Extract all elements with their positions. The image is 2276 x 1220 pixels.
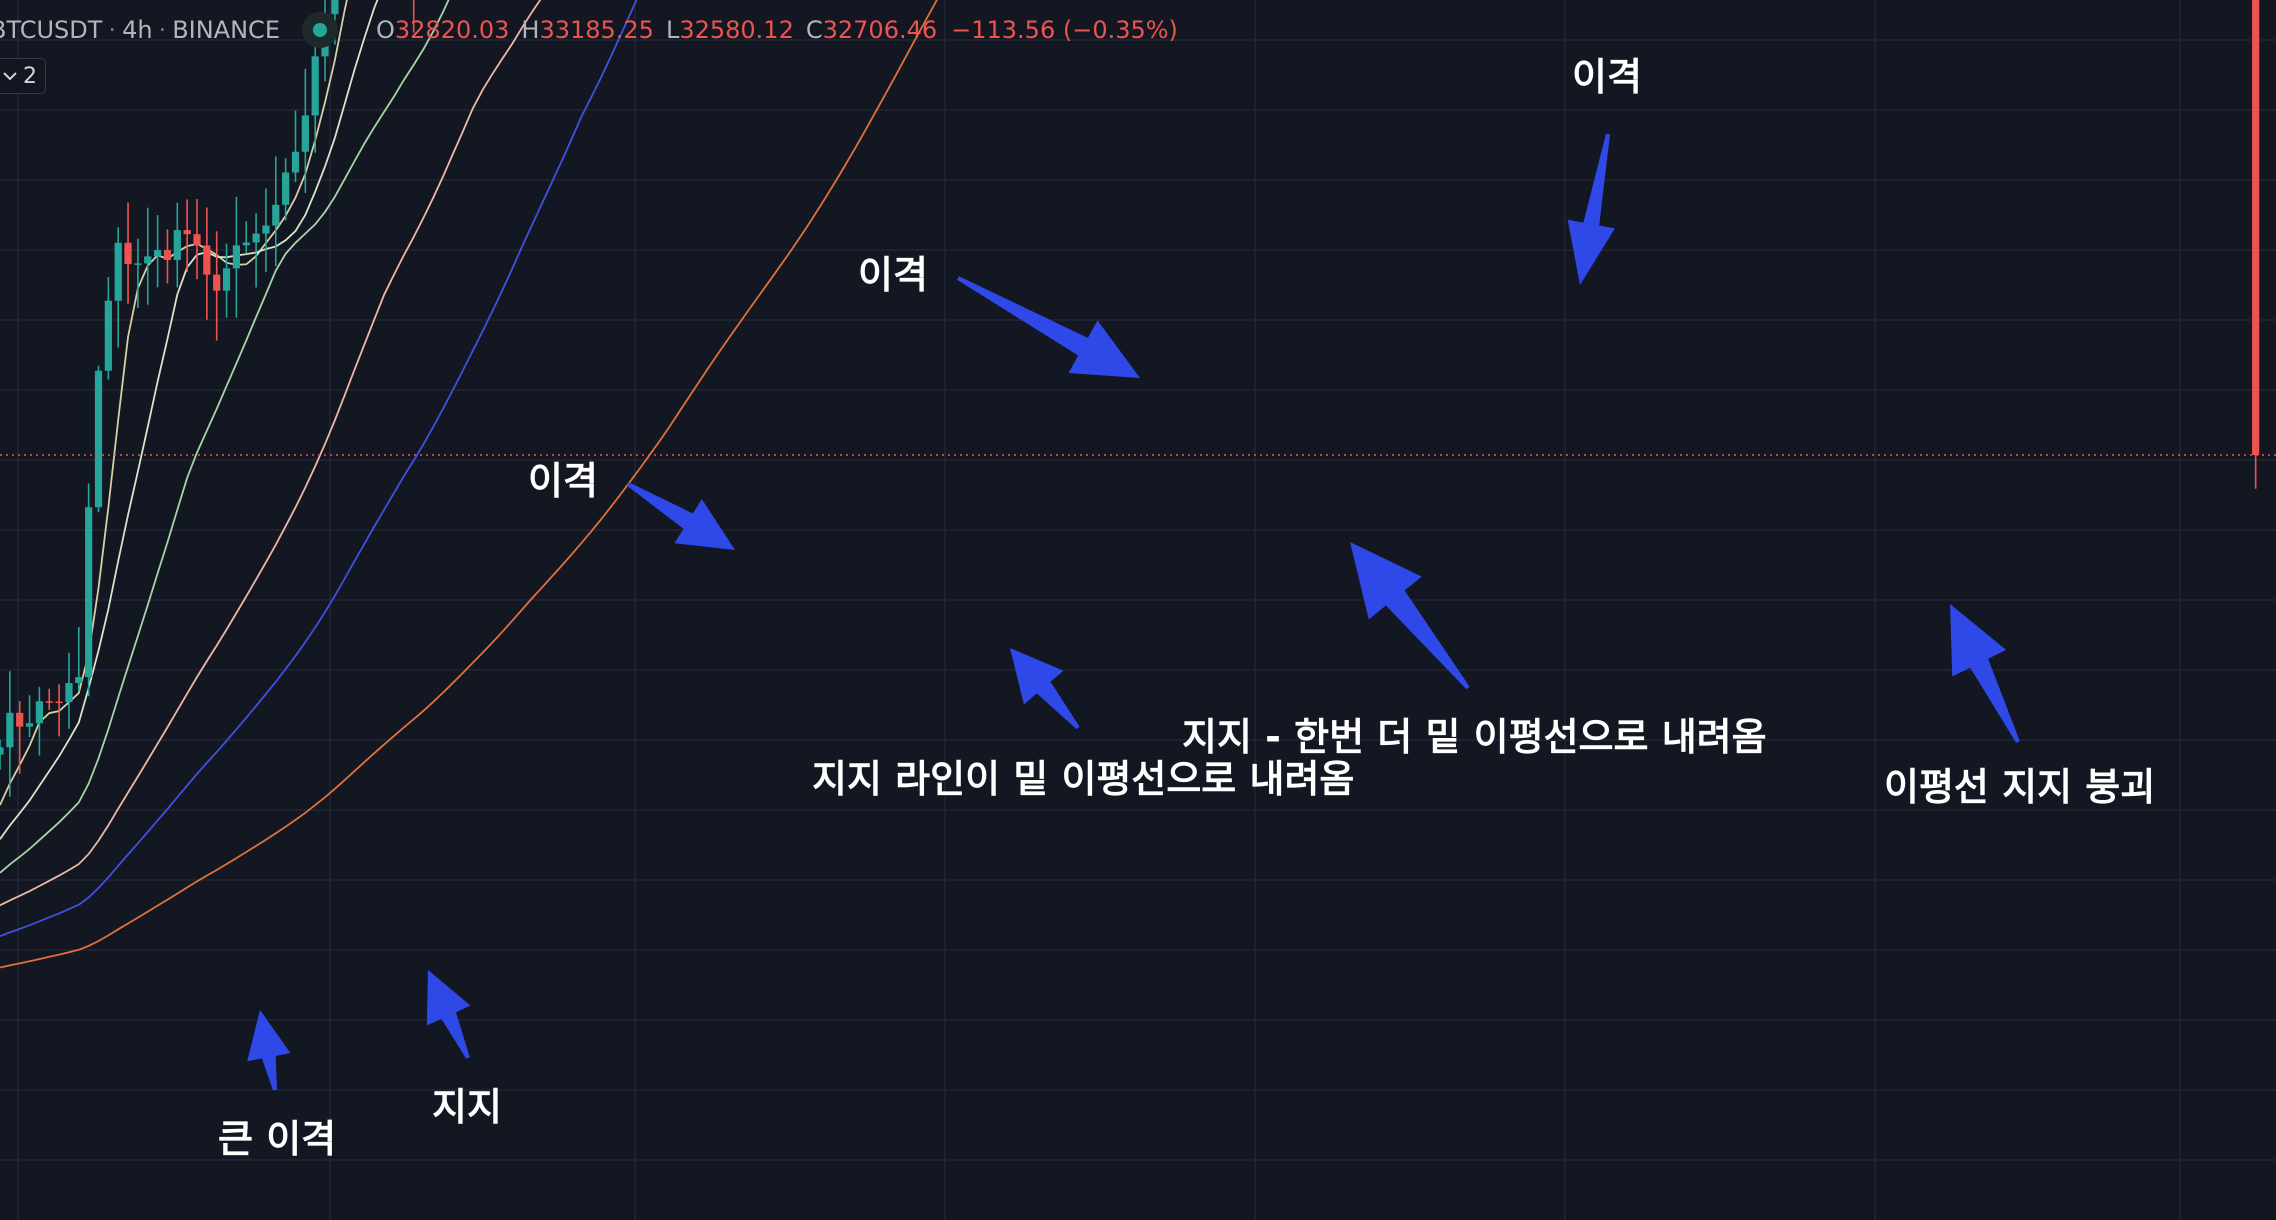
arrow-gap-middle: [957, 276, 1140, 378]
candle-body: [193, 234, 201, 246]
ma-20-line: [0, 0, 450, 874]
close-key: C: [805, 16, 823, 44]
arrow-gap-left: [627, 482, 735, 550]
candle-body: [16, 712, 24, 727]
candle-body: [35, 701, 43, 724]
change-value: −113.56 (−0.35%): [951, 16, 1178, 44]
arrow-ma-support-break: [1950, 604, 2020, 743]
candle-body: [213, 274, 221, 291]
candle-body: [154, 250, 162, 257]
candle-body: [45, 701, 53, 703]
open-key: O: [375, 16, 395, 44]
candle-body: [65, 683, 73, 703]
high-key: H: [521, 16, 540, 44]
arrow-gap-top: [1567, 133, 1615, 285]
candle-body: [232, 245, 240, 269]
legend-separator: ·: [158, 16, 167, 44]
market-status-indicator[interactable]: [301, 12, 338, 48]
annotation-arrows: [247, 133, 2020, 1091]
candle-body: [144, 256, 152, 264]
annotation-support-lower-again: 지지 - 한번 더 밑 이평선으로 내려옴: [1182, 715, 1767, 759]
candle-body: [301, 115, 309, 152]
candle-body: [104, 300, 112, 371]
candle-body: [291, 151, 300, 173]
candle-body: [252, 233, 260, 243]
candle-body: [331, 0, 339, 15]
annotation-gap-left: 이격: [528, 459, 598, 503]
annotation-support: 지지: [432, 1085, 502, 1129]
candle-body: [85, 507, 93, 678]
ma-60-line: [0, 0, 638, 938]
candle-body: [2252, 0, 2260, 455]
candle-body: [173, 230, 181, 260]
chevron-down-icon: [3, 72, 17, 81]
symbol-legend: BTCUSDT · 4h · BINANCE O 32820.03 H 33185.…: [0, 12, 1178, 48]
candle-body: [124, 242, 132, 265]
low-key: L: [665, 16, 680, 44]
candle-body: [75, 677, 83, 684]
open-value: 32820.03: [394, 16, 510, 44]
candle-body: [94, 370, 103, 508]
candle-body: [55, 701, 63, 704]
annotation-gap-middle: 이격: [858, 253, 928, 297]
ma-10-line: [0, 0, 379, 840]
ma-40-line: [0, 0, 542, 907]
candle-body: [282, 172, 290, 205]
candle-body: [134, 263, 142, 265]
annotation-gap-top: 이격: [1572, 55, 1642, 99]
candle-body: [222, 268, 231, 291]
candle-body: [6, 712, 14, 748]
candlestick-series: [0, 0, 2260, 797]
exchange-label: BINANCE: [172, 16, 280, 44]
candle-body: [25, 723, 34, 727]
annotation-big-gap: 큰 이격: [218, 1117, 337, 1161]
ma-120-line: [0, 0, 938, 969]
candle-body: [163, 250, 172, 260]
status-dot-icon: [312, 23, 327, 37]
candle-body: [114, 242, 122, 301]
interval-label[interactable]: 4h: [122, 16, 153, 44]
low-value: 32580.12: [679, 16, 794, 44]
indicator-count: 2: [23, 63, 37, 89]
arrow-support-lower: [1010, 648, 1080, 730]
candle-body: [203, 245, 211, 275]
moving-average-lines: [0, 0, 938, 969]
candle-body: [183, 230, 191, 235]
legend-separator: ·: [108, 16, 117, 44]
symbol-name[interactable]: BTCUSDT: [0, 16, 103, 44]
arrow-big-gap: [247, 1010, 291, 1091]
candle-body: [262, 225, 270, 234]
indicators-toggle-button[interactable]: 2: [0, 58, 46, 94]
annotation-ma-support-break: 이평선 지지 붕괴: [1884, 765, 2156, 809]
high-value: 33185.25: [539, 16, 654, 44]
candle-body: [272, 204, 280, 226]
candle-body: [311, 56, 319, 116]
close-value: 32706.46: [822, 16, 938, 44]
annotation-support-lower: 지지 라인이 밑 이평선으로 내려옴: [812, 757, 1355, 801]
arrow-support-lower-again: [1350, 542, 1470, 690]
arrow-support: [426, 970, 471, 1059]
candle-body: [0, 747, 4, 755]
candle-body: [242, 242, 250, 246]
